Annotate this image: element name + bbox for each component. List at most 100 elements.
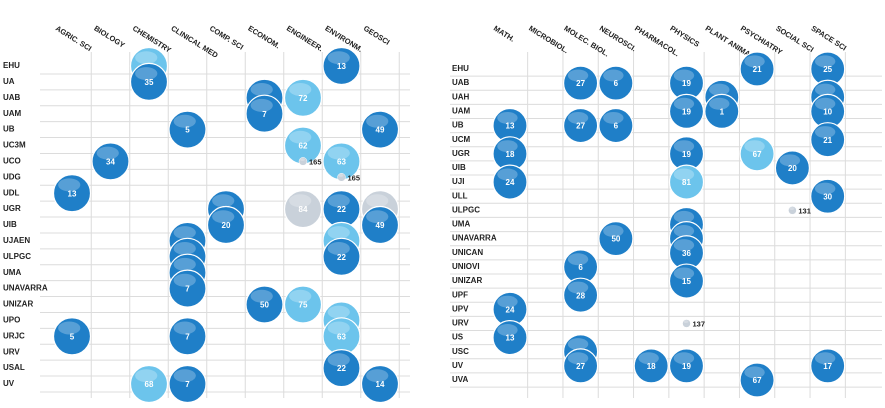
bubble: 49 [360,205,400,245]
bubble: 7 [168,364,207,404]
row-label: UNIZAR [452,276,482,285]
bubble-label: 18 [647,362,656,371]
bubble-circle [810,178,846,214]
bubble-circle [668,263,705,299]
row-label: UPV [452,304,469,313]
row-label: UMA [3,268,21,277]
bubble-label: 67 [753,376,762,385]
bubble-label: 20 [788,164,797,173]
bubble: 13 [492,107,528,144]
row-label: UVA [452,375,469,384]
row-label: UNIZAR [3,300,33,309]
bubble-circle [168,110,207,149]
bubble-highlight [289,289,312,303]
bubble: 13 [492,319,528,356]
bubble-label: 19 [682,150,691,159]
row-label: UIB [3,220,17,229]
bubble-highlight [173,321,196,335]
bubble-label: 18 [506,150,515,159]
row-label: UA [3,77,15,86]
bubble-label: 75 [299,301,308,310]
bubble-label: 15 [682,277,691,286]
bubble-label: 7 [185,332,190,341]
bubble: 19 [668,348,705,384]
row-label: EHU [452,64,469,73]
bubble-highlight [709,97,730,110]
row-label: UAB [452,78,470,87]
row-label: UAH [452,92,470,101]
bubble-highlight [327,321,350,335]
row-label: UCO [3,157,21,166]
bubble: 68 [129,364,169,404]
column-label: AGRIC. SCI [54,24,93,53]
row-label: UPO [3,316,20,325]
bubble-label: 5 [70,332,75,341]
bubble: 27 [562,65,599,101]
row-label: UGR [452,149,470,158]
row-label: UAB [3,93,21,102]
row-label: UC3M [3,141,26,150]
bubble-circle [492,164,528,200]
row-label: UNAVARRA [3,284,48,293]
bubble: 22 [322,349,361,388]
row-label: UJAEN [3,236,30,245]
bubble-highlight [673,239,695,252]
bubble-highlight [366,369,389,383]
bubble-circle [245,285,284,324]
bubble: 14 [360,364,400,404]
bubble-label: 7 [185,380,190,389]
bubble-label: 19 [682,108,691,117]
bubble-highlight [173,257,196,271]
bubble: 5 [52,317,92,356]
bubble-highlight [567,253,589,266]
bubble: 13 [322,46,361,86]
bubble-label: 67 [753,150,762,159]
bubble-highlight [135,67,158,81]
bubble-highlight [58,178,81,192]
bubble-highlight [327,51,350,65]
bubble-highlight [744,366,765,379]
bubble: 137 [682,319,705,328]
bubble: 19 [668,93,705,130]
bubble-highlight [327,226,350,240]
bubble-label: 19 [682,79,691,88]
row-label: UNIOVI [452,262,480,271]
bubble: 7 [168,317,207,356]
bubble-circle [598,65,634,101]
bubble: 72 [283,78,323,117]
bubble-circle [360,205,400,245]
bubble-label: 27 [576,79,585,88]
bubble-label: 36 [682,249,691,258]
bubble-label: 13 [506,334,515,343]
bubble-circle [206,205,246,245]
bubble-highlight [814,97,836,110]
row-label: ULPGC [452,205,480,214]
bubble-highlight [603,69,624,82]
row-label: UPF [452,290,468,299]
bubble: 50 [245,285,284,324]
row-label: URV [3,347,20,356]
bubble-highlight [173,114,196,128]
row-label: UNAVARRA [452,234,497,243]
bubble-circle [322,46,361,86]
bubble-highlight [497,295,518,308]
bubble-label: 165 [348,173,361,182]
bubble-highlight [135,51,158,65]
bubble: 6 [562,249,599,285]
bubble-circle [739,136,775,172]
bubble-circle [562,348,599,384]
bubble-circle [283,78,323,117]
row-label: ULPGC [3,252,31,261]
bubble: 7 [168,269,207,308]
bubble-circle [562,277,599,313]
bubble: 6 [598,107,634,144]
bubble-circle [562,65,599,101]
bubble: 22 [322,190,361,229]
bubble-circle [129,62,169,102]
row-label: EHU [3,61,20,70]
bubble: 81 [668,164,705,200]
bubble-highlight [789,207,795,210]
bubble-highlight [567,111,589,124]
bubble-circle [168,364,207,404]
row-label: UB [3,125,15,134]
